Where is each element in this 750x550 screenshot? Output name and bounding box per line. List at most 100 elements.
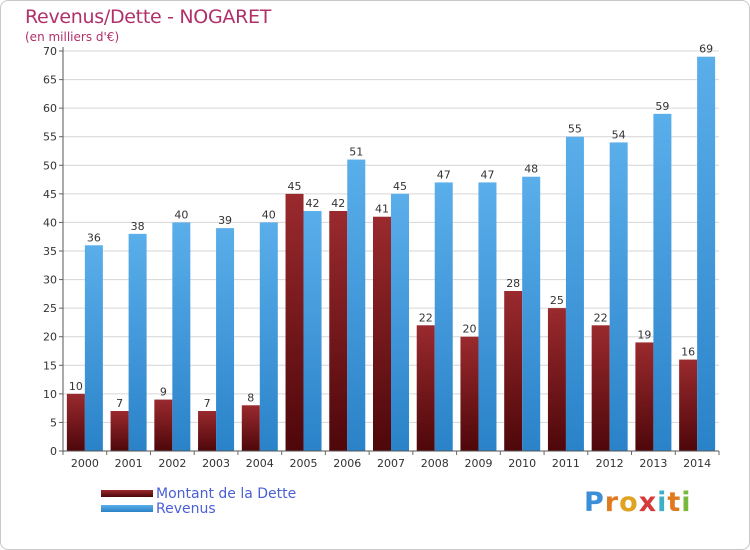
legend-swatch-debt xyxy=(101,490,153,497)
logo-letter: r xyxy=(604,487,620,518)
x-tick-label: 2000 xyxy=(71,457,99,470)
y-tick-label: 70 xyxy=(43,45,57,58)
x-tick-label: 2002 xyxy=(158,457,186,470)
debt-value-label: 7 xyxy=(204,397,211,410)
revenue-bar xyxy=(609,142,628,451)
logo-letter: P xyxy=(584,487,605,518)
x-tick-label: 2009 xyxy=(464,457,492,470)
revenue-bar xyxy=(128,233,147,451)
x-tick-label: 2012 xyxy=(596,457,624,470)
revenue-bar xyxy=(653,113,672,451)
x-tick-label: 2014 xyxy=(683,457,711,470)
debt-bar xyxy=(241,405,260,451)
debt-value-label: 16 xyxy=(681,346,695,359)
debt-bar xyxy=(460,336,479,451)
revenue-bar xyxy=(565,136,584,451)
debt-value-label: 9 xyxy=(160,386,167,399)
x-tick-label: 2005 xyxy=(290,457,318,470)
debt-bar xyxy=(416,325,435,451)
revenue-value-label: 51 xyxy=(349,146,363,159)
debt-bar xyxy=(635,342,654,451)
revenue-bar xyxy=(216,228,235,451)
y-tick-label: 40 xyxy=(43,216,57,229)
debt-bar xyxy=(373,216,391,451)
x-tick-label: 2003 xyxy=(202,457,230,470)
revenue-bar xyxy=(434,182,453,451)
debt-value-label: 10 xyxy=(69,380,83,393)
revenue-bar xyxy=(172,222,191,451)
debt-bar xyxy=(154,399,173,451)
bars: 10 36 7 38 9 40 7 39 8 40 45 42 42 51 41 45 22 47 20 47 28 48… xyxy=(66,43,716,452)
debt-bar xyxy=(110,411,129,451)
debt-bar xyxy=(285,193,304,451)
revenue-value-label: 59 xyxy=(655,100,669,113)
x-tick-label: 2001 xyxy=(115,457,143,470)
y-tick-label: 55 xyxy=(43,131,57,144)
debt-bar xyxy=(504,291,523,451)
y-tick-label: 25 xyxy=(43,302,57,315)
debt-bar xyxy=(591,325,610,451)
x-tick-label: 2011 xyxy=(552,457,580,470)
revenue-value-label: 40 xyxy=(262,208,276,221)
y-tick-label: 45 xyxy=(43,188,57,201)
debt-value-label: 8 xyxy=(247,391,254,404)
y-tick-label: 5 xyxy=(50,416,57,429)
x-tick-label: 2010 xyxy=(508,457,536,470)
revenue-bar xyxy=(391,193,409,451)
legend-label-revenue: Revenus xyxy=(156,501,216,517)
legend-label-debt: Montant de la Dette xyxy=(156,486,296,502)
y-tick-label: 30 xyxy=(43,274,57,287)
revenue-value-label: 39 xyxy=(218,214,232,227)
debt-value-label: 41 xyxy=(375,203,389,216)
x-tick-label: 2007 xyxy=(377,457,405,470)
debt-value-label: 42 xyxy=(331,197,345,210)
revenue-value-label: 54 xyxy=(612,128,626,141)
logo-letter: t xyxy=(667,487,682,518)
revenue-value-label: 42 xyxy=(306,197,320,210)
revenue-value-label: 40 xyxy=(174,208,188,221)
revenue-value-label: 47 xyxy=(437,168,451,181)
revenue-bar xyxy=(259,222,278,451)
debt-bar xyxy=(198,411,217,451)
revenue-value-label: 47 xyxy=(480,168,494,181)
debt-value-label: 19 xyxy=(637,328,651,341)
x-tick-label: 2008 xyxy=(421,457,449,470)
x-tick-label: 2013 xyxy=(639,457,667,470)
debt-bar xyxy=(329,211,348,451)
x-tick-label: 2006 xyxy=(333,457,361,470)
debt-bar xyxy=(547,308,566,451)
debt-value-label: 7 xyxy=(116,397,123,410)
chart-title: Revenus/Dette - NOGARET xyxy=(25,6,272,28)
y-tick-label: 15 xyxy=(43,359,57,372)
revenue-value-label: 69 xyxy=(699,43,713,56)
debt-value-label: 22 xyxy=(594,311,608,324)
logo-letter: i xyxy=(657,487,668,518)
y-tick-label: 20 xyxy=(43,331,57,344)
debt-value-label: 22 xyxy=(419,311,433,324)
revenue-value-label: 55 xyxy=(568,123,582,136)
y-tick-label: 0 xyxy=(50,445,57,458)
axes: 0 5 10 15 20 25 30 35 40 45 50 55 60 65 70 2000 2001 2002… xyxy=(43,45,720,470)
y-tick-label: 10 xyxy=(43,388,57,401)
revenue-bar xyxy=(697,56,716,451)
debt-bar xyxy=(679,359,698,451)
y-tick-label: 60 xyxy=(43,102,57,115)
y-tick-label: 35 xyxy=(43,245,57,258)
revenue-bar xyxy=(478,182,497,451)
debt-value-label: 28 xyxy=(506,277,520,290)
logo-letter: o xyxy=(619,487,639,518)
revenue-bar xyxy=(303,211,322,451)
debt-value-label: 20 xyxy=(462,323,476,336)
logo-letter: i xyxy=(681,487,692,518)
revenue-value-label: 45 xyxy=(393,180,407,193)
revenue-bar xyxy=(522,176,541,451)
debt-value-label: 45 xyxy=(288,180,302,193)
revenue-bar xyxy=(347,159,366,452)
debt-value-label: 25 xyxy=(550,294,564,307)
revenue-value-label: 36 xyxy=(87,231,101,244)
proxiti-logo: Proxiti xyxy=(584,487,692,518)
revenue-bar xyxy=(84,245,103,451)
